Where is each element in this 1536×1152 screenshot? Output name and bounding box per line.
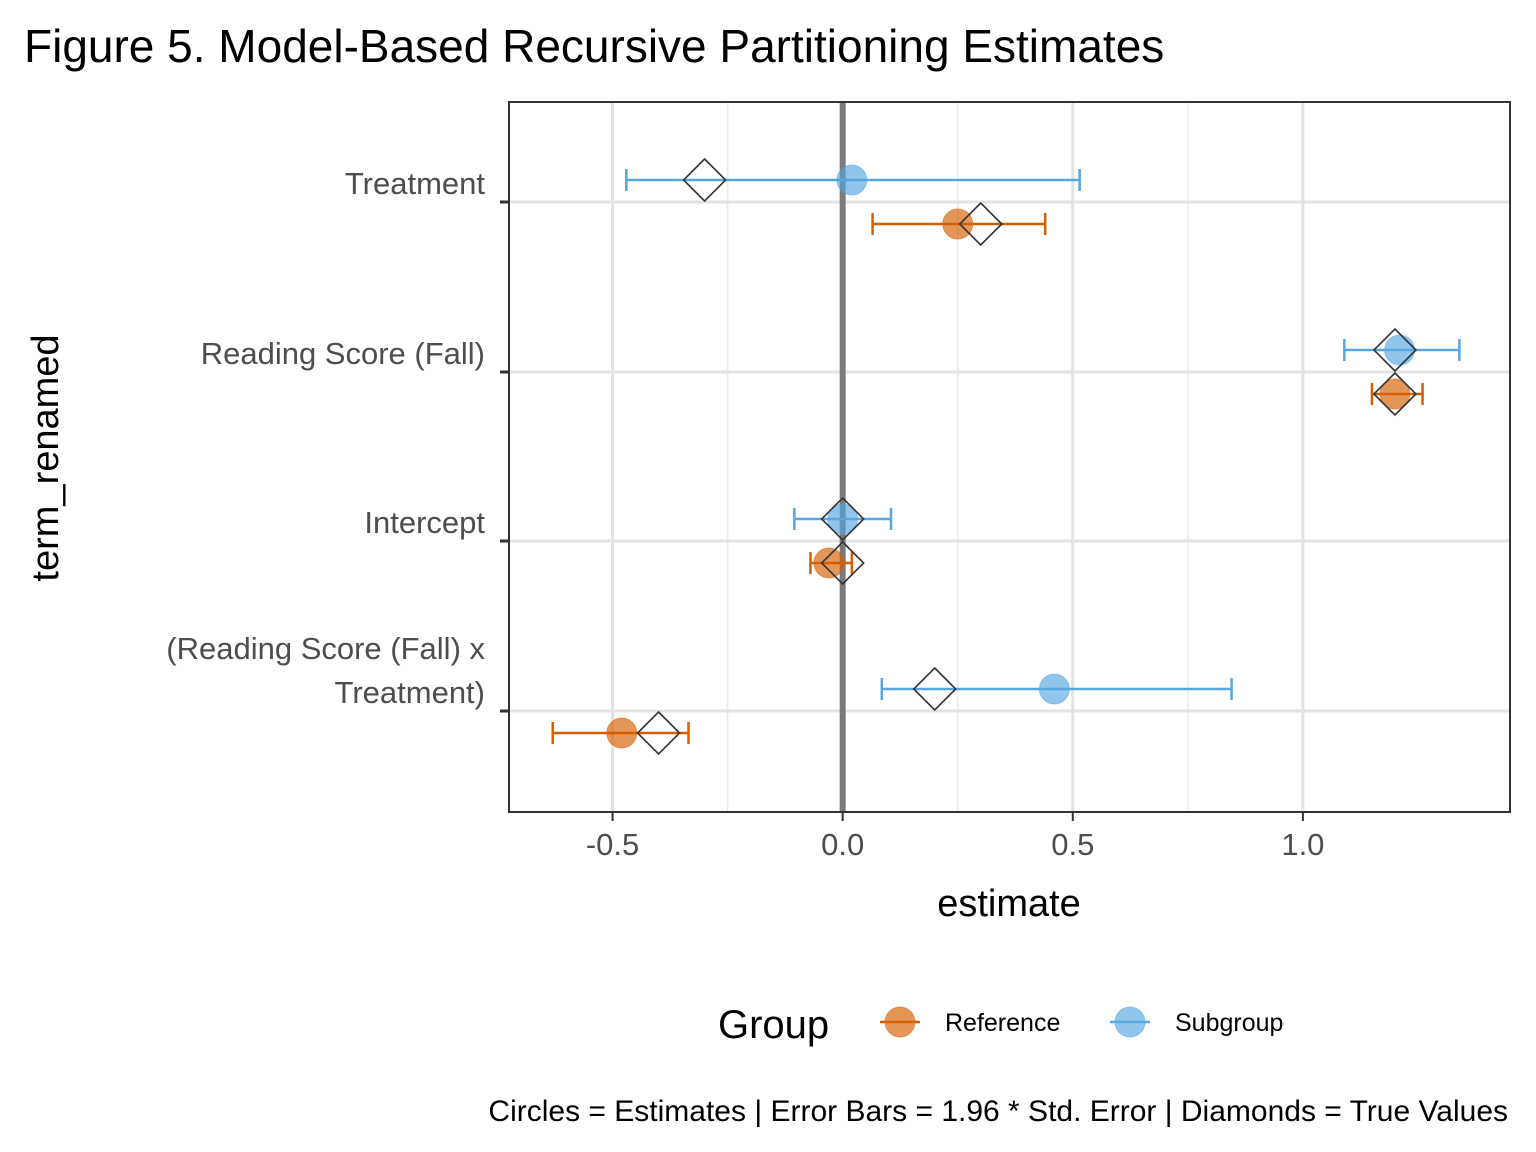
y-tick-label: Treatment (345, 166, 486, 201)
estimate-point (813, 547, 845, 579)
plot-panel-border (508, 101, 1511, 813)
legend: Group Reference Subgroup (718, 1003, 1283, 1047)
true-value-diamond (682, 157, 727, 203)
estimate-point (1038, 673, 1070, 705)
estimate-point (827, 503, 859, 535)
y-tick-label: Intercept (364, 505, 485, 540)
y-tick-label: Treatment) (335, 675, 485, 710)
x-tick-label: -0.5 (586, 827, 639, 862)
estimate-point (942, 208, 974, 240)
grid-lines (509, 102, 1510, 812)
true-value-diamond (1372, 327, 1418, 373)
y-tick-label: Reading Score (Fall) (201, 336, 485, 371)
legend-title: Group (718, 1003, 829, 1047)
x-tick-label: 0.5 (1051, 827, 1094, 862)
estimate-point (836, 164, 868, 196)
true-value-diamond (958, 201, 1003, 247)
estimate-point (1384, 334, 1416, 366)
true-value-diamond (1372, 371, 1418, 417)
legend-label: Subgroup (1175, 1009, 1283, 1037)
true-value-diamond (636, 710, 681, 756)
legend-label: Reference (945, 1009, 1060, 1037)
y-axis-title: term_renamed (25, 334, 67, 581)
legend-key-point (1114, 1006, 1146, 1038)
data-marks (551, 102, 1461, 812)
x-tick-label: 1.0 (1281, 827, 1324, 862)
x-tick-label: 0.0 (821, 827, 864, 862)
legend-key-point (884, 1006, 916, 1038)
true-value-diamond (820, 496, 865, 542)
chart-caption: Circles = Estimates | Error Bars = 1.96 … (488, 1095, 1508, 1128)
estimate-point (606, 717, 638, 749)
true-value-diamond (820, 540, 865, 586)
chart-title: Figure 5. Model-Based Recursive Partitio… (24, 20, 1164, 72)
y-tick-label: (Reading Score (Fall) x (166, 631, 485, 666)
x-axis-title: estimate (937, 883, 1081, 925)
axes: -0.5 0.0 0.5 1.0 Treatment Reading Score (Fal… (166, 166, 1324, 862)
true-value-diamond (912, 666, 957, 712)
estimate-point (1379, 378, 1411, 410)
